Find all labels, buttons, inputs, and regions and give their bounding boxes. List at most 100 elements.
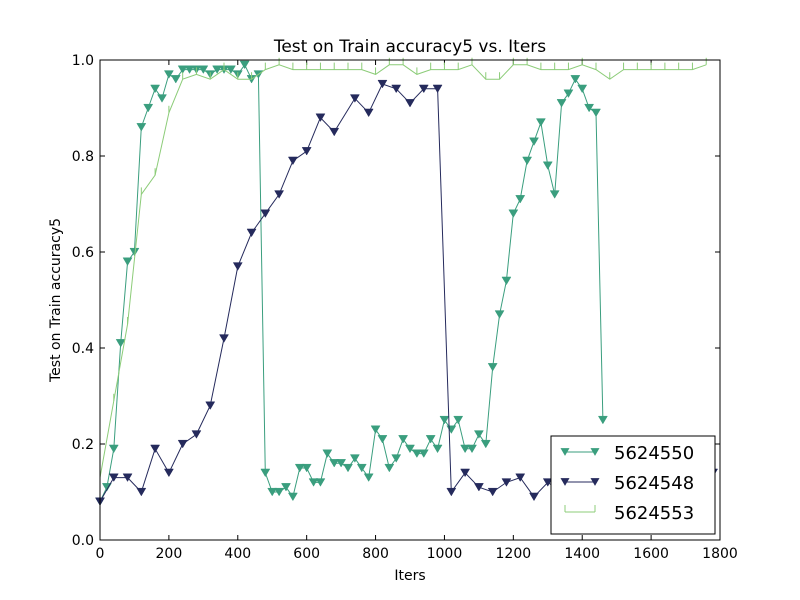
data-point bbox=[274, 487, 285, 497]
data-point bbox=[287, 156, 298, 166]
data-point bbox=[177, 65, 188, 74]
legend-marker bbox=[560, 478, 570, 486]
data-point bbox=[177, 439, 188, 449]
data-point bbox=[260, 468, 271, 478]
data-point bbox=[432, 444, 443, 454]
x-tick-label: 0 bbox=[96, 546, 105, 562]
data-point bbox=[515, 473, 526, 482]
x-tick-label: 1200 bbox=[496, 546, 532, 562]
data-point bbox=[549, 190, 560, 199]
data-point bbox=[508, 209, 519, 218]
data-point bbox=[315, 113, 326, 122]
x-tick-label: 1400 bbox=[564, 546, 600, 562]
data-point bbox=[494, 310, 505, 319]
data-point bbox=[219, 334, 229, 343]
data-point bbox=[129, 247, 140, 257]
data-point bbox=[287, 492, 298, 502]
data-point bbox=[349, 94, 360, 103]
data-point bbox=[170, 75, 181, 84]
data-point bbox=[246, 228, 257, 238]
data-point bbox=[108, 444, 119, 454]
x-tick-label: 200 bbox=[156, 546, 183, 562]
data-point bbox=[301, 147, 312, 156]
legend-marker bbox=[560, 448, 570, 456]
x-tick-label: 1000 bbox=[427, 546, 463, 562]
data-point bbox=[281, 483, 291, 492]
data-point bbox=[460, 444, 471, 454]
data-point bbox=[301, 463, 312, 473]
data-point bbox=[267, 487, 278, 497]
data-point bbox=[212, 65, 223, 74]
data-point bbox=[115, 339, 126, 348]
series-line bbox=[99, 63, 604, 502]
y-tick-label: 1.0 bbox=[72, 53, 94, 69]
data-point bbox=[473, 483, 484, 492]
data-point bbox=[515, 195, 526, 204]
y-axis-label: Test on Train accuracy5 bbox=[48, 218, 64, 383]
data-point bbox=[487, 487, 498, 497]
data-point bbox=[150, 84, 161, 94]
y-tick-label: 0.6 bbox=[72, 245, 94, 261]
data-point bbox=[405, 444, 415, 454]
chart-title: Test on Train accuracy5 vs. Iters bbox=[273, 37, 546, 57]
data-point bbox=[446, 487, 457, 497]
y-tick-label: 0.4 bbox=[72, 341, 94, 357]
data-point bbox=[597, 415, 608, 425]
legend-label: 5624553 bbox=[614, 503, 694, 524]
data-point bbox=[501, 478, 512, 487]
data-point bbox=[143, 103, 154, 113]
data-point bbox=[239, 60, 250, 70]
data-point bbox=[425, 435, 436, 444]
data-point bbox=[487, 363, 498, 372]
data-point bbox=[329, 459, 340, 468]
data-point bbox=[529, 137, 539, 146]
series-5624553 bbox=[99, 57, 707, 478]
data-point bbox=[384, 463, 395, 473]
legend-label: 5624548 bbox=[614, 473, 694, 494]
axis-ticks: 0 200 400 600 800 1000 1200 1400 1600 1800 0.0 0.2 0… bbox=[72, 53, 738, 562]
data-point bbox=[163, 70, 174, 79]
data-point bbox=[136, 123, 147, 132]
data-point bbox=[184, 65, 195, 74]
data-point bbox=[205, 401, 216, 410]
data-point bbox=[529, 492, 539, 502]
data-point bbox=[570, 75, 581, 84]
data-point bbox=[391, 454, 402, 463]
x-axis-label: Iters bbox=[394, 568, 425, 584]
legend-entry: 5624553 bbox=[564, 503, 694, 524]
legend-label: 5624550 bbox=[614, 443, 694, 464]
data-point bbox=[260, 209, 271, 218]
legend-entry: 5624548 bbox=[560, 473, 694, 494]
data-point bbox=[329, 127, 340, 137]
data-point bbox=[432, 84, 443, 94]
data-point bbox=[349, 454, 360, 463]
data-point bbox=[405, 99, 415, 108]
data-point bbox=[556, 99, 567, 108]
data-point bbox=[363, 108, 374, 118]
data-point bbox=[232, 262, 243, 271]
data-point bbox=[453, 415, 464, 425]
data-point bbox=[398, 435, 409, 444]
y-tick-label: 0.0 bbox=[72, 533, 94, 549]
data-point bbox=[336, 459, 347, 468]
legend-marker bbox=[590, 478, 600, 486]
data-point bbox=[377, 79, 388, 89]
data-point bbox=[315, 478, 326, 487]
legend: 5624550 5624548 5624553 bbox=[550, 435, 716, 535]
data-point bbox=[356, 463, 367, 473]
data-point bbox=[225, 65, 236, 74]
data-point bbox=[322, 449, 333, 458]
data-point bbox=[377, 435, 388, 444]
x-tick-label: 400 bbox=[224, 546, 251, 562]
y-tick-label: 0.2 bbox=[72, 437, 94, 453]
series-line bbox=[99, 64, 707, 478]
legend-marker bbox=[590, 448, 600, 456]
data-point bbox=[460, 468, 471, 478]
data-point bbox=[343, 463, 353, 473]
data-point bbox=[446, 425, 457, 434]
plot-frame bbox=[99, 59, 721, 541]
data-point bbox=[439, 415, 450, 425]
data-point bbox=[136, 487, 147, 497]
data-point bbox=[363, 473, 374, 482]
